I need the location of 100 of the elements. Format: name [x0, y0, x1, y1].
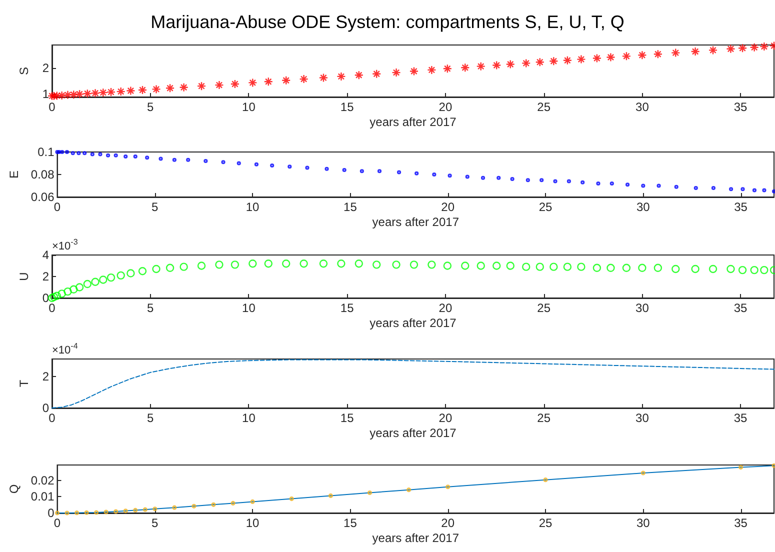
- point: [57, 90, 66, 100]
- point: [354, 260, 363, 268]
- point: [166, 264, 174, 272]
- y-axis-title: E: [7, 170, 21, 179]
- point: [671, 48, 680, 58]
- point: [104, 510, 108, 514]
- point: [577, 262, 586, 271]
- point: [410, 260, 418, 269]
- x-tick-label: 25: [537, 100, 551, 114]
- point: [409, 66, 419, 76]
- point: [772, 189, 775, 194]
- point: [596, 181, 600, 186]
- point: [694, 186, 698, 190]
- point: [99, 276, 108, 284]
- point: [443, 262, 452, 270]
- point: [690, 46, 700, 56]
- point: [656, 184, 661, 188]
- point: [738, 266, 747, 274]
- point: [236, 161, 241, 166]
- point: [133, 508, 138, 513]
- x-tick-label: 25: [538, 200, 552, 214]
- point: [728, 187, 734, 192]
- x-tick-label: 25: [537, 411, 551, 425]
- point: [70, 285, 78, 294]
- point: [123, 508, 128, 514]
- point: [708, 264, 718, 274]
- y-axis-title: S: [17, 66, 31, 76]
- point: [460, 63, 470, 72]
- point: [214, 80, 224, 90]
- point: [740, 187, 745, 192]
- y-axis-title: T: [17, 379, 31, 388]
- point: [83, 280, 92, 288]
- point: [69, 90, 78, 100]
- point: [90, 152, 94, 156]
- point: [337, 260, 346, 268]
- x-tick-label: 15: [340, 100, 354, 114]
- point: [762, 188, 766, 192]
- point: [124, 154, 128, 159]
- point: [186, 158, 190, 162]
- x-tick-label: 5: [152, 200, 159, 214]
- x-axis-title: years after 2017: [372, 215, 460, 229]
- point: [248, 260, 257, 268]
- point: [360, 169, 364, 174]
- point: [711, 186, 716, 190]
- point: [114, 509, 118, 514]
- point: [64, 150, 70, 154]
- x-tick-label: 5: [147, 100, 154, 114]
- point: [282, 76, 291, 85]
- x-tick-label: 35: [734, 411, 748, 425]
- point: [60, 150, 64, 154]
- point: [221, 160, 226, 164]
- y-tick-label: 0.02: [30, 473, 55, 488]
- chart-title: Marijuana-Abuse ODE System: compartments S, E, U, T, Q: [150, 12, 624, 32]
- point: [354, 70, 364, 80]
- point: [84, 510, 89, 515]
- point: [54, 510, 60, 516]
- point: [372, 69, 382, 78]
- point: [492, 262, 501, 270]
- point: [82, 151, 87, 156]
- point: [305, 166, 310, 170]
- point: [549, 56, 558, 66]
- point: [535, 58, 544, 67]
- point: [180, 262, 188, 271]
- point: [392, 260, 400, 269]
- point: [152, 84, 161, 94]
- point: [64, 510, 70, 516]
- point: [752, 188, 757, 192]
- point: [64, 287, 72, 296]
- point: [432, 172, 436, 177]
- point: [496, 176, 501, 180]
- point: [282, 260, 290, 268]
- point: [640, 470, 646, 476]
- x-tick-label: 15: [344, 516, 358, 530]
- point: [52, 91, 62, 100]
- x-tick-label: 30: [636, 516, 650, 530]
- x-tick-label: 10: [246, 516, 260, 530]
- point: [215, 260, 224, 269]
- y-tick-label: 2: [42, 270, 50, 284]
- point: [580, 180, 585, 184]
- point: [126, 86, 136, 96]
- point: [172, 158, 176, 162]
- x-tick-label: 5: [152, 516, 159, 530]
- point: [367, 490, 372, 496]
- point: [116, 271, 125, 280]
- x-axis-title: years after 2017: [370, 316, 457, 330]
- point: [653, 50, 663, 59]
- x-tick-label: 10: [242, 301, 256, 315]
- point: [641, 184, 646, 188]
- point: [522, 58, 531, 68]
- point: [328, 493, 333, 498]
- point: [133, 154, 138, 159]
- point: [98, 152, 102, 156]
- point: [106, 273, 116, 282]
- point: [610, 181, 614, 186]
- point: [288, 164, 292, 169]
- point: [563, 262, 572, 271]
- point: [476, 262, 485, 270]
- point: [318, 73, 328, 82]
- point: [91, 278, 100, 286]
- x-tick-label: 10: [242, 100, 256, 114]
